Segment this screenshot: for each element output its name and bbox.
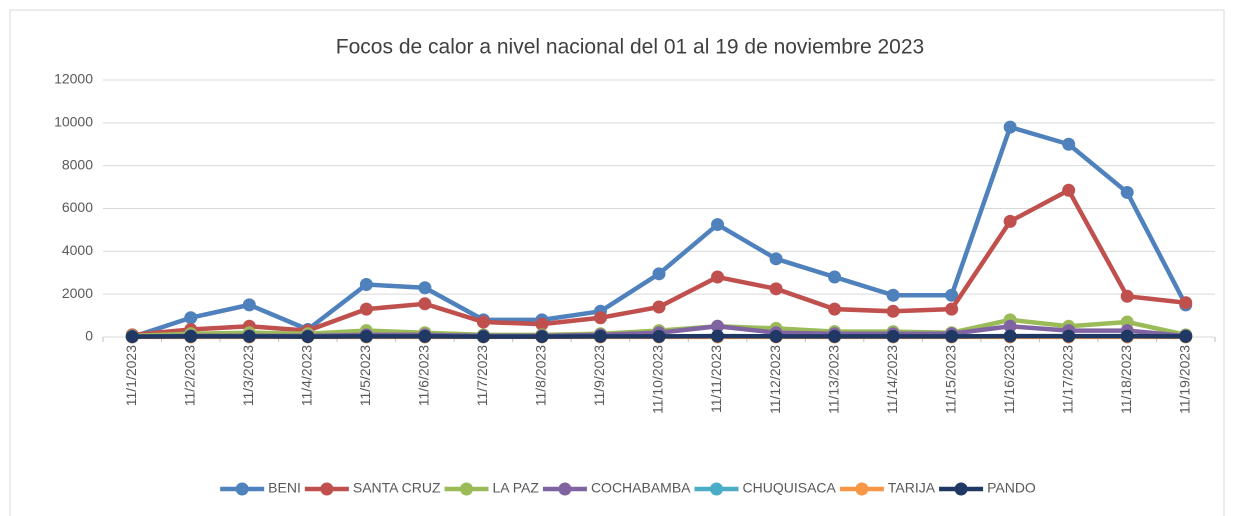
data-point: [1062, 137, 1076, 151]
data-point: [1062, 329, 1076, 343]
data-point: [1003, 214, 1017, 228]
data-point: [828, 329, 842, 343]
data-point: [535, 317, 549, 331]
legend-marker: [235, 482, 249, 496]
data-point: [1003, 329, 1017, 343]
legend-marker: [558, 482, 572, 496]
data-point: [593, 311, 607, 325]
data-point: [593, 329, 607, 343]
data-point: [652, 329, 666, 343]
legend-marker: [460, 482, 473, 496]
x-tick-label: 11/9/2023: [591, 345, 607, 406]
x-tick-label: 11/12/2023: [767, 345, 783, 414]
legend-marker: [710, 482, 724, 496]
data-point: [359, 329, 373, 343]
x-tick-label: 11/11/2023: [708, 345, 724, 413]
data-point: [1120, 185, 1134, 199]
data-point: [418, 281, 432, 295]
legend: BENI SANTA CRUZ LA PAZ COCHABAMBA CHUQUISACA…: [220, 480, 1036, 496]
data-point: [1179, 329, 1193, 343]
legend-label: CHUQUISACA: [743, 480, 837, 496]
data-point: [945, 288, 959, 302]
x-tick-label: 11/10/2023: [650, 345, 666, 414]
data-point: [886, 288, 900, 302]
data-point: [535, 330, 549, 344]
data-point: [476, 315, 490, 329]
x-tick-label: 11/7/2023: [474, 345, 490, 406]
x-tick-label: 11/17/2023: [1059, 345, 1075, 414]
x-tick-label: 11/4/2023: [299, 345, 315, 406]
x-tick-label: 11/6/2023: [416, 345, 432, 406]
x-tick-label: 11/14/2023: [884, 345, 900, 414]
legend-label: COCHABAMBA: [591, 480, 691, 496]
data-point: [1120, 289, 1134, 303]
x-tick-label: 11/5/2023: [357, 345, 373, 406]
x-tick-label: 11/18/2023: [1118, 345, 1134, 414]
data-point: [359, 302, 373, 316]
data-point: [711, 218, 725, 232]
data-point: [945, 329, 959, 343]
y-tick-label: 8000: [62, 156, 93, 172]
data-point: [652, 267, 666, 281]
data-point: [184, 311, 198, 325]
data-point: [1062, 183, 1076, 197]
y-tick-label: 4000: [62, 242, 93, 258]
data-point: [945, 302, 959, 316]
y-tick-label: 2000: [62, 285, 93, 301]
data-point: [1120, 329, 1134, 343]
y-tick-label: 0: [85, 328, 93, 344]
x-tick-label: 11/1/2023: [123, 345, 139, 406]
data-point: [242, 298, 256, 312]
data-point: [418, 329, 432, 343]
x-tick-label: 11/8/2023: [533, 345, 549, 406]
legend-marker: [855, 482, 869, 496]
data-point: [769, 329, 783, 343]
data-point: [886, 329, 900, 343]
data-point: [828, 302, 842, 316]
legend-label: BENI: [268, 480, 301, 496]
x-tick-label: 11/15/2023: [942, 345, 958, 414]
data-point: [1003, 319, 1017, 333]
legend-label: TARIJA: [888, 480, 936, 496]
legend-marker: [320, 482, 334, 496]
data-point: [184, 329, 198, 343]
y-tick-label: 6000: [62, 199, 93, 215]
data-point: [711, 319, 725, 333]
data-point: [886, 304, 900, 318]
data-point: [828, 270, 842, 284]
x-tick-label: 11/19/2023: [1176, 345, 1192, 414]
data-point: [769, 282, 783, 296]
y-tick-label: 12000: [54, 71, 93, 87]
data-point: [418, 297, 432, 311]
data-point: [125, 330, 139, 344]
legend-marker: [954, 482, 968, 496]
data-point: [359, 278, 373, 292]
data-point: [711, 270, 725, 284]
data-point: [711, 329, 725, 343]
data-point: [476, 330, 490, 344]
data-point: [1003, 120, 1017, 134]
x-tick-label: 11/13/2023: [825, 345, 841, 414]
y-tick-label: 10000: [54, 114, 93, 130]
x-tick-label: 11/16/2023: [1001, 345, 1017, 414]
data-point: [301, 330, 315, 344]
data-point: [242, 329, 256, 343]
legend-label: LA PAZ: [493, 480, 540, 496]
data-point: [1179, 296, 1193, 310]
x-tick-label: 11/2/2023: [181, 345, 197, 406]
chart-title: Focos de calor a nivel nacional del 01 a…: [336, 36, 924, 59]
legend-label: PANDO: [987, 480, 1036, 496]
x-tick-label: 11/3/2023: [240, 345, 256, 406]
data-point: [652, 300, 666, 314]
data-point: [769, 252, 783, 266]
chart-border: [9, 9, 1225, 516]
legend-label: SANTA CRUZ: [353, 480, 441, 496]
